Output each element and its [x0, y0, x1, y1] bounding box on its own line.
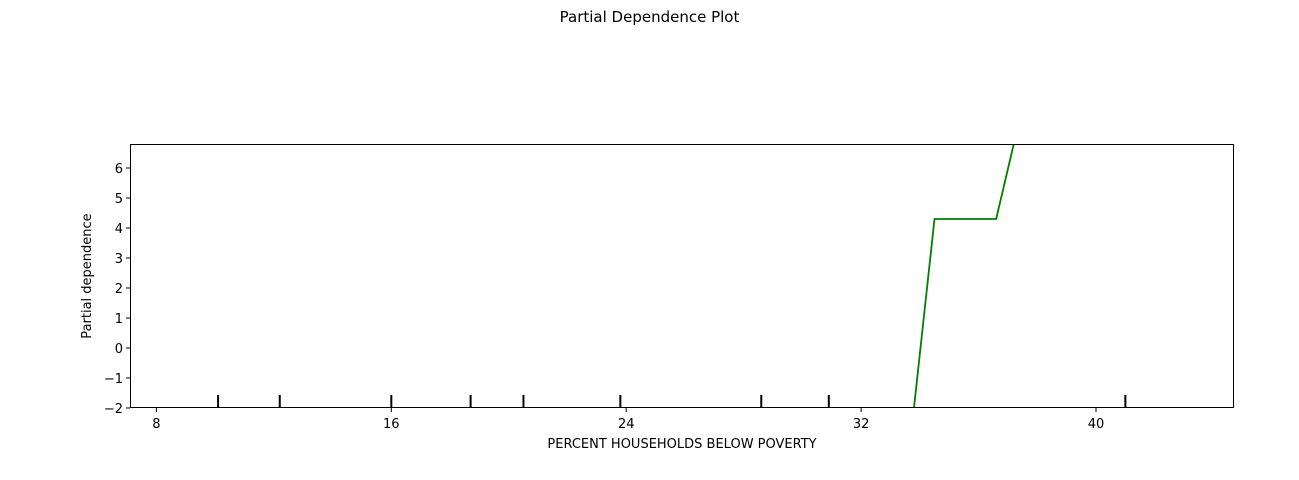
y-tick-label: 2 [115, 282, 123, 297]
x-tick-label: 24 [618, 417, 635, 432]
x-tick-label: 8 [152, 417, 160, 432]
partial-dependence-line [179, 144, 1234, 408]
y-tick-label: 1 [115, 312, 123, 327]
y-tick-label: 3 [115, 252, 123, 267]
y-tick-label: 5 [115, 192, 123, 207]
y-tick-label: 0 [115, 342, 123, 357]
y-axis-label: Partial dependence [80, 213, 95, 338]
x-axis-label: PERCENT HOUSEHOLDS BELOW POVERTY [547, 437, 816, 452]
x-tick-label: 40 [1088, 417, 1105, 432]
decile-marks [217, 395, 1127, 408]
y-tick-label: 4 [115, 222, 123, 237]
chart-title: Partial Dependence Plot [560, 8, 740, 26]
plot-frame [130, 144, 1234, 408]
y-tick-label: −1 [104, 372, 123, 387]
series-layer [179, 144, 1234, 408]
y-tick-label: −2 [104, 402, 123, 417]
y-tick-label: 6 [115, 162, 123, 177]
x-tick-label: 16 [383, 417, 400, 432]
axis-ticks: 8 16 24 32 40 −2 −1 0 1 2 3 4 5 6 [104, 162, 1104, 432]
x-tick-label: 32 [853, 417, 870, 432]
